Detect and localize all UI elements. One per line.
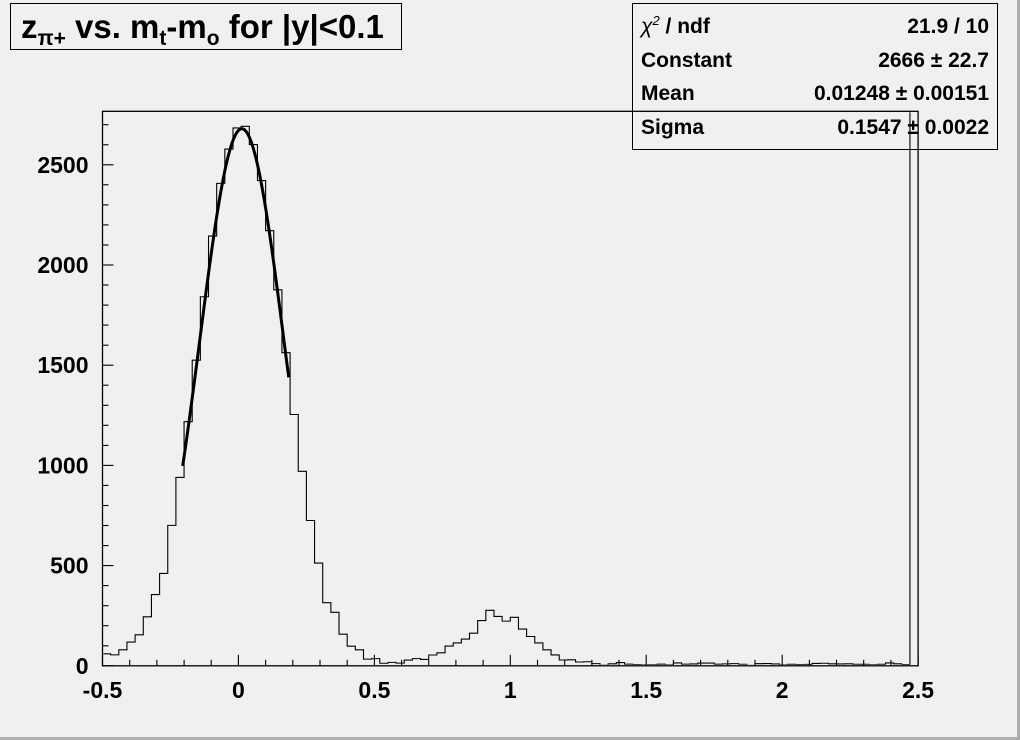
svg-text:1000: 1000: [37, 452, 88, 478]
svg-text:0: 0: [76, 653, 89, 679]
svg-text:-0.5: -0.5: [83, 677, 123, 703]
svg-text:2: 2: [776, 677, 789, 703]
svg-text:500: 500: [50, 553, 88, 579]
svg-text:2500: 2500: [37, 152, 88, 178]
svg-text:1: 1: [504, 677, 517, 703]
svg-text:0: 0: [232, 677, 245, 703]
svg-text:2.5: 2.5: [902, 677, 934, 703]
svg-text:2000: 2000: [37, 252, 88, 278]
svg-text:0.5: 0.5: [358, 677, 390, 703]
svg-text:1.5: 1.5: [630, 677, 662, 703]
svg-text:1500: 1500: [37, 352, 88, 378]
